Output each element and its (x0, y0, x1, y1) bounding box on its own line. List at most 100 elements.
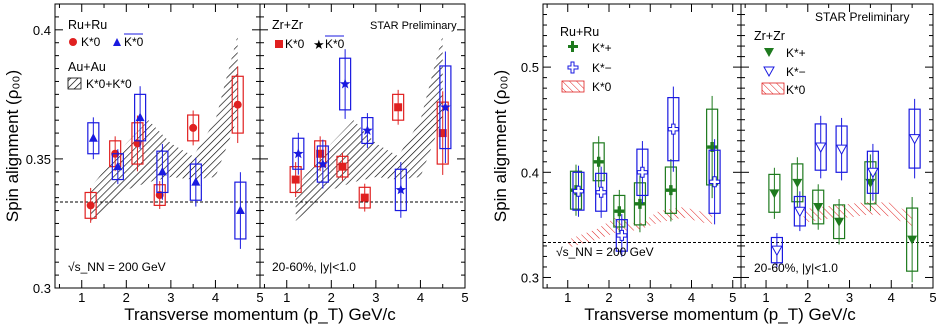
left-legend2-antik0-label: K*0 (325, 37, 345, 51)
data-point-antiK*0 (88, 133, 98, 142)
ytick-label-0: 0.3 (33, 281, 51, 296)
data-point-antiK*0 (113, 161, 123, 171)
right-legend2-band-label: K*0 (786, 83, 806, 97)
data-point-antiK*0 (440, 101, 451, 112)
data-point-K*+ (792, 178, 803, 188)
right-panel2-frame (740, 3, 934, 289)
ytick-label-0: 0.35 (26, 152, 51, 167)
ytick-label-0: 0.4 (33, 23, 51, 38)
xtick-label-0-0: 2 (123, 290, 130, 305)
right-figure: 1 2 3 4 5 0.3 0.4 0.5 1 2 3 4 5 Spin alignment (ρ₀₀… (491, 3, 937, 324)
data-point-antiK*0 (135, 112, 145, 122)
data-point-K*0 (291, 175, 300, 184)
left-legend-antik0-label: K*0 (124, 35, 144, 49)
xtick-label-0-1: 5 (461, 290, 468, 305)
data-point-K*+ (769, 189, 780, 199)
band-0-1 (295, 35, 443, 221)
data-point-K*− (814, 142, 827, 154)
xtick-label-0-1: 3 (372, 290, 379, 305)
left-legend-k0-marker (69, 38, 77, 46)
xtick-label-1-0: 3 (647, 290, 654, 305)
left-legend2-system: Zr+Zr (272, 18, 303, 32)
right-legend-system: Ru+Ru (560, 25, 599, 39)
right-legend2-kminus-label: K*− (786, 65, 806, 79)
right-legend-kplus-label: K*+ (592, 41, 612, 55)
xtick-label-1-1: 5 (929, 290, 936, 305)
data-point-K*0 (438, 129, 447, 138)
data-point-K*− (709, 176, 721, 188)
left-figure: 1 2 3 4 5 0.3 0.35 0.4 1 2 3 4 5 Spin alignment (ρ₀… (3, 3, 469, 324)
right-legend2-kplus-marker (764, 48, 774, 57)
xtick-label-1-0: 2 (605, 290, 612, 305)
data-point-antiK*0 (362, 125, 373, 135)
left-legend2-k0-label: K*0 (285, 37, 305, 51)
data-point-K*0 (394, 103, 403, 112)
left-legend-band-swatch (67, 77, 82, 90)
right-xlabel: Transverse momentum (p_T) GeV/c (584, 305, 856, 324)
data-point-K*+ (813, 203, 824, 213)
left-annotation-energy: √s_NN = 200 GeV (68, 260, 166, 274)
data-point-K*− (595, 186, 607, 198)
left-legend-antik0-marker (113, 38, 121, 46)
right-legend2-kminus-marker (763, 66, 775, 78)
left-ylabel: Spin alignment (ρ₀₀) (3, 70, 22, 222)
right-legend-kminus-label: K*− (592, 61, 612, 75)
right-preliminary: STAR Preliminary (815, 10, 909, 24)
data-point-antiK*0 (157, 166, 167, 176)
data-point-K*− (835, 144, 848, 156)
left-legend2-antik0-marker: ★ (313, 37, 325, 52)
left-legend-k0-label: K*0 (81, 35, 101, 49)
xtick-label-1-0: 5 (729, 290, 736, 305)
data-point-K*0 (86, 201, 95, 210)
xtick-label-0-0: 3 (167, 290, 174, 305)
data-point-K*+ (834, 217, 845, 227)
right-ylabel: Spin alignment (ρ₀₀) (491, 70, 510, 222)
data-point-K*− (867, 167, 879, 179)
data-point-antiK*0 (339, 78, 351, 89)
right-legend-band-label: K*0 (592, 80, 612, 94)
band-1-1 (803, 201, 913, 227)
xtick-label-1-1: 2 (804, 290, 811, 305)
left-legend-system: Ru+Ru (68, 18, 107, 32)
right-legend2-kplus-label: K*+ (786, 46, 806, 60)
data-point-K*− (616, 229, 628, 241)
data-point-K*− (572, 185, 584, 197)
data-point-antiK*0 (317, 158, 329, 169)
xtick-label-1-0: 4 (688, 290, 695, 305)
left-legend2-k0-marker (275, 40, 283, 48)
xtick-label-1-1: 4 (888, 290, 895, 305)
data-point-K*+ (907, 235, 918, 245)
data-point-K*− (908, 134, 921, 145)
data-point-K*− (636, 166, 648, 178)
right-legend-band-swatch (561, 80, 585, 93)
xtick-label-0-1: 1 (283, 290, 290, 305)
data-point-K*+ (707, 142, 718, 153)
data-point-K*0 (316, 149, 325, 158)
xtick-label-0-0: 1 (78, 290, 85, 305)
ytick-label-1: 0.3 (521, 270, 539, 285)
right-annotation-energy: √s_NN = 200 GeV (556, 245, 654, 259)
left-annotation-centrality: 20-60%, |y|<1.0 (272, 260, 356, 274)
left-legend-band-system: Au+Au (68, 60, 106, 74)
data-point-K*0 (338, 162, 347, 171)
data-point-K*− (771, 245, 783, 257)
right-annotation-centrality: 20-60%, |y|<1.0 (754, 261, 838, 275)
data-point-K*+ (634, 198, 645, 209)
left-preliminary: STAR Preliminary (370, 20, 457, 32)
data-point-K*− (794, 206, 806, 218)
data-point-K*+ (614, 206, 625, 217)
data-point-K*− (667, 123, 679, 135)
xtick-label-1-1: 1 (762, 290, 769, 305)
right-legend2-system: Zr+Zr (754, 29, 785, 43)
data-point-K*0 (360, 193, 369, 202)
data-point-K*0 (189, 123, 198, 132)
data-point-antiK*0 (293, 148, 304, 159)
xtick-label-1-1: 3 (846, 290, 853, 305)
data-point-antiK*0 (395, 184, 407, 195)
data-point-antiK*0 (191, 177, 201, 186)
data-point-antiK*0 (235, 205, 245, 215)
xtick-label-0-1: 4 (417, 290, 424, 305)
xtick-label-0-0: 4 (212, 290, 219, 305)
xtick-label-0-0: 5 (256, 290, 263, 305)
